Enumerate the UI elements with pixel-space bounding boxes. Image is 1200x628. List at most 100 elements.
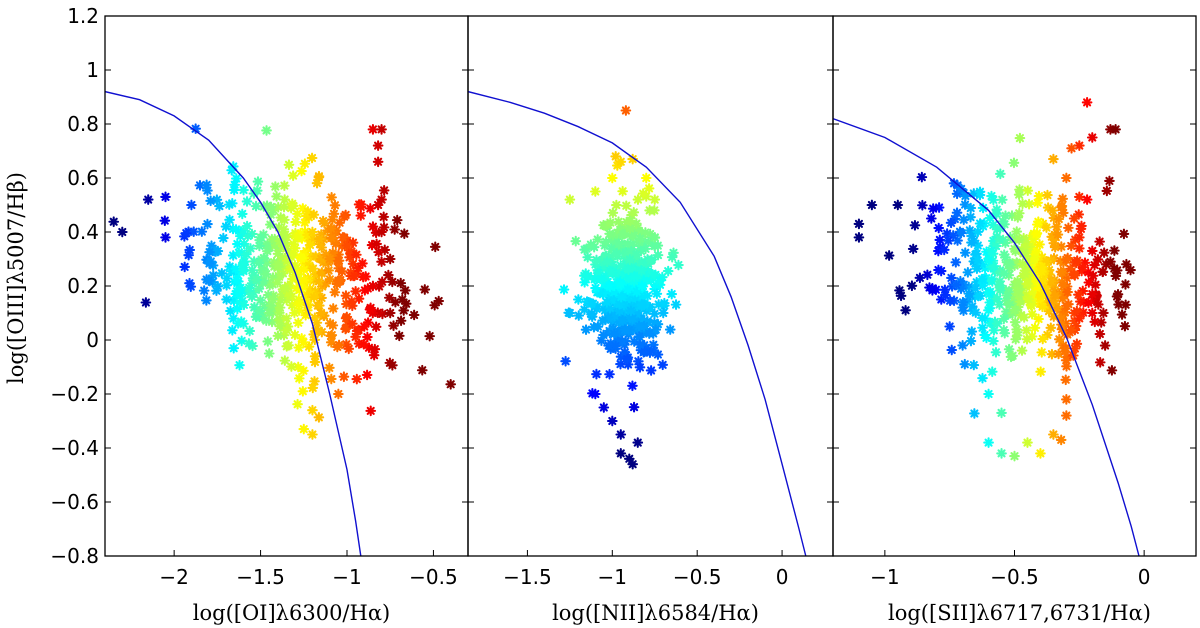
data-point: [983, 254, 995, 266]
data-point: [623, 264, 634, 276]
data-point: [986, 245, 997, 257]
data-point: [280, 243, 292, 254]
data-point: [398, 228, 410, 240]
data-point: [935, 294, 947, 305]
data-point: [239, 285, 251, 297]
data-point: [1118, 228, 1130, 240]
data-point: [986, 274, 997, 286]
data-point: [262, 336, 274, 347]
data-point: [612, 330, 624, 341]
data-point: [598, 261, 610, 272]
data-point: [202, 185, 213, 196]
data-point: [972, 255, 984, 266]
y-tick-label: −0.4: [50, 436, 99, 460]
x-tick-label: −1: [870, 565, 899, 589]
data-point: [399, 285, 411, 296]
data-point: [341, 240, 353, 251]
data-point: [946, 280, 958, 292]
data-point: [976, 312, 988, 324]
data-point: [615, 351, 627, 363]
x-tick-label: 0: [1138, 565, 1151, 589]
data-point: [994, 233, 1005, 245]
data-point: [1060, 254, 1072, 266]
data-point: [1010, 333, 1022, 345]
data-point: [297, 385, 309, 397]
data-point: [955, 227, 967, 239]
data-point: [972, 240, 984, 251]
data-point: [378, 211, 390, 223]
data-point: [347, 318, 358, 330]
data-point: [221, 273, 233, 284]
data-point: [610, 237, 621, 249]
data-point: [602, 312, 614, 324]
demarcation-curve: [468, 90, 807, 556]
data-point: [605, 234, 617, 246]
data-point: [383, 269, 394, 281]
data-point: [1094, 236, 1105, 247]
data-point: [283, 282, 294, 293]
data-point: [1043, 305, 1055, 317]
data-point: [620, 200, 632, 212]
data-point: [347, 237, 359, 249]
data-point: [283, 159, 295, 171]
data-point: [649, 270, 660, 281]
data-point: [1019, 241, 1031, 253]
data-point: [445, 378, 457, 390]
data-point: [605, 266, 617, 278]
data-point: [279, 180, 290, 192]
data-point: [998, 268, 1010, 279]
data-point: [346, 248, 357, 260]
data-point: [972, 226, 984, 238]
data-point: [916, 171, 928, 183]
data-point: [230, 224, 242, 235]
data-point: [599, 240, 611, 251]
data-point: [244, 325, 256, 337]
data-point: [304, 283, 316, 295]
data-point: [621, 216, 632, 228]
x-tick-label: −1.5: [236, 565, 285, 589]
data-point: [966, 301, 978, 312]
data-point: [632, 194, 644, 205]
data-point: [262, 289, 274, 301]
data-point: [337, 232, 349, 243]
data-point: [369, 343, 381, 355]
data-point: [1021, 325, 1032, 336]
data-point: [363, 342, 375, 354]
data-point: [666, 251, 678, 263]
data-point: [962, 267, 974, 278]
data-point: [207, 270, 219, 281]
data-point: [315, 229, 327, 240]
data-point: [350, 331, 361, 343]
data-point: [302, 206, 314, 217]
data-point: [607, 207, 619, 219]
data-point: [334, 217, 345, 229]
data-point: [1094, 328, 1106, 340]
data-point: [238, 264, 249, 276]
data-point: [327, 320, 339, 331]
data-point: [1076, 265, 1087, 277]
data-point: [866, 199, 878, 211]
data-point: [617, 314, 628, 326]
data-point: [270, 240, 281, 251]
data-point: [1022, 278, 1033, 290]
data-point: [1089, 259, 1100, 271]
data-point: [640, 172, 652, 184]
data-point: [274, 314, 286, 326]
data-point: [362, 317, 374, 328]
data-point: [274, 320, 286, 332]
data-point: [652, 249, 664, 261]
data-point: [251, 311, 263, 322]
data-point: [955, 183, 967, 195]
data-point: [1033, 190, 1045, 202]
data-point: [649, 232, 661, 243]
data-point: [292, 208, 303, 220]
data-point: [340, 338, 352, 350]
data-point: [628, 281, 639, 293]
data-point: [362, 331, 373, 343]
data-point: [358, 321, 370, 332]
data-point: [649, 283, 660, 295]
data-point: [282, 287, 294, 299]
data-point: [990, 240, 1002, 252]
data-point: [1045, 297, 1057, 308]
data-point: [988, 260, 1000, 272]
